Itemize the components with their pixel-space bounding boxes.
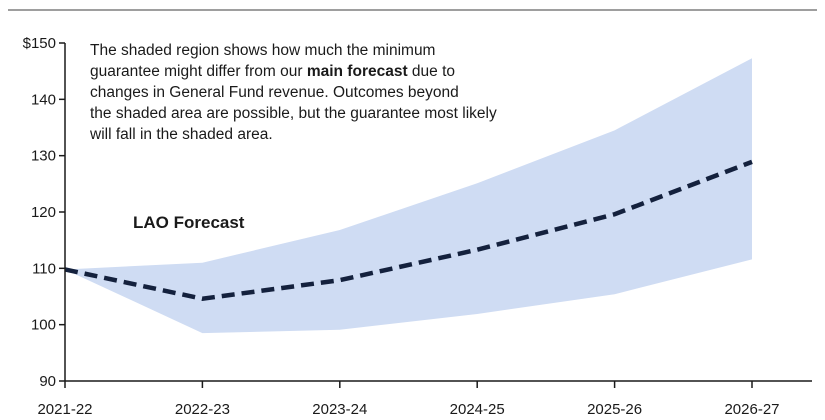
annotation-line: guarantee might differ from our main for… — [90, 63, 455, 80]
band-layer — [65, 58, 752, 334]
x-tick-label: 2024-25 — [450, 401, 505, 418]
series-line — [64, 159, 753, 302]
annotation-run: guarantee might differ from our — [90, 63, 307, 80]
y-tick-label: $150 — [23, 35, 56, 52]
annotation-line: will fall in the shaded area. — [89, 126, 273, 143]
annotation-line: the shaded area are possible, but the gu… — [90, 105, 497, 122]
series-layer — [64, 159, 753, 302]
axis-layer: 90 100 110 120 130 140 $150 2021-22 2022-23 2023-… — [23, 35, 812, 418]
annotation-run: the shaded area are possible, but the gu… — [90, 105, 497, 122]
annotation: The shaded region shows how much the min… — [89, 42, 497, 143]
annotation-run: changes in General Fund revenue. Outcome… — [90, 84, 459, 101]
annotation-run: The shaded region shows how much the min… — [90, 42, 435, 59]
x-tick-label: 2026-27 — [724, 401, 779, 418]
annotation-emphasis: main forecast — [307, 63, 408, 80]
uncertainty-band — [65, 58, 752, 334]
annotation-run: will fall in the shaded area. — [89, 126, 273, 143]
x-tick-label: 2021-22 — [37, 401, 92, 418]
y-tick-label: 110 — [32, 260, 56, 277]
x-tick-label: 2022-23 — [175, 401, 230, 418]
annotation-line: changes in General Fund revenue. Outcome… — [90, 84, 459, 101]
y-tick-label: 130 — [31, 148, 56, 165]
y-tick-label: 120 — [31, 204, 56, 221]
y-tick-label: 140 — [31, 91, 56, 108]
y-tick-label: 90 — [39, 373, 56, 390]
annotation-run: due to — [408, 63, 455, 80]
series-label: LAO Forecast — [133, 213, 245, 232]
y-tick-label: 100 — [31, 317, 56, 334]
annotation-line: The shaded region shows how much the min… — [90, 42, 435, 59]
x-tick-label: 2023-24 — [312, 401, 367, 418]
x-tick-label: 2025-26 — [587, 401, 642, 418]
